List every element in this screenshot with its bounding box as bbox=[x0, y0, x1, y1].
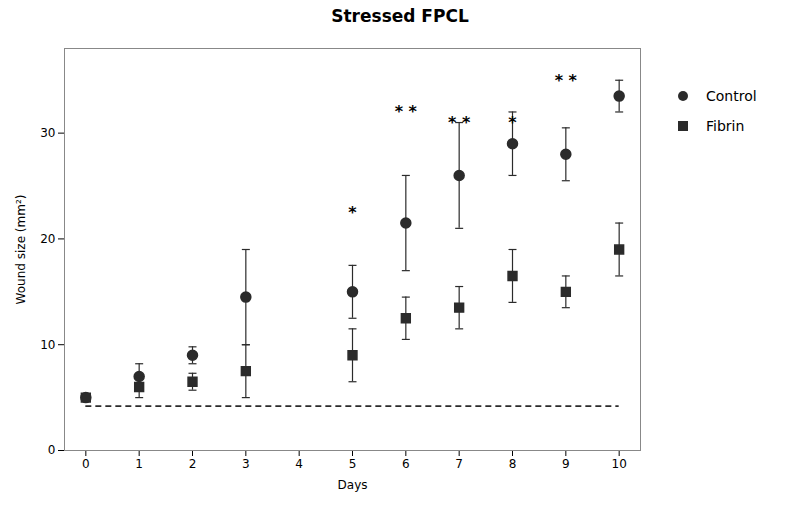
svg-text:* *: * * bbox=[555, 71, 578, 90]
svg-text:Days: Days bbox=[338, 478, 368, 492]
svg-text:8: 8 bbox=[509, 457, 517, 471]
svg-text:Wound size (mm²): Wound size (mm²) bbox=[14, 195, 28, 305]
svg-text:6: 6 bbox=[402, 457, 410, 471]
svg-text:*: * bbox=[348, 203, 357, 222]
svg-text:3: 3 bbox=[242, 457, 250, 471]
svg-text:7: 7 bbox=[455, 457, 463, 471]
svg-text:20: 20 bbox=[40, 232, 55, 246]
svg-text:9: 9 bbox=[562, 457, 570, 471]
svg-text:* *: * * bbox=[448, 113, 471, 132]
svg-text:10: 10 bbox=[612, 457, 627, 471]
svg-text:0: 0 bbox=[82, 457, 90, 471]
svg-text:* *: * * bbox=[395, 102, 418, 121]
svg-text:30: 30 bbox=[40, 126, 55, 140]
svg-text:1: 1 bbox=[135, 457, 143, 471]
svg-text:2: 2 bbox=[189, 457, 197, 471]
svg-text:10: 10 bbox=[40, 338, 55, 352]
html-text:Control: Control bbox=[706, 88, 757, 104]
html-text:Fibrin: Fibrin bbox=[706, 118, 745, 134]
svg-text:*: * bbox=[508, 113, 517, 132]
svg-text:5: 5 bbox=[349, 457, 357, 471]
svg-text:4: 4 bbox=[295, 457, 303, 471]
svg-text:0: 0 bbox=[48, 443, 56, 457]
html-text:Stressed FPCL: Stressed FPCL bbox=[331, 6, 469, 26]
